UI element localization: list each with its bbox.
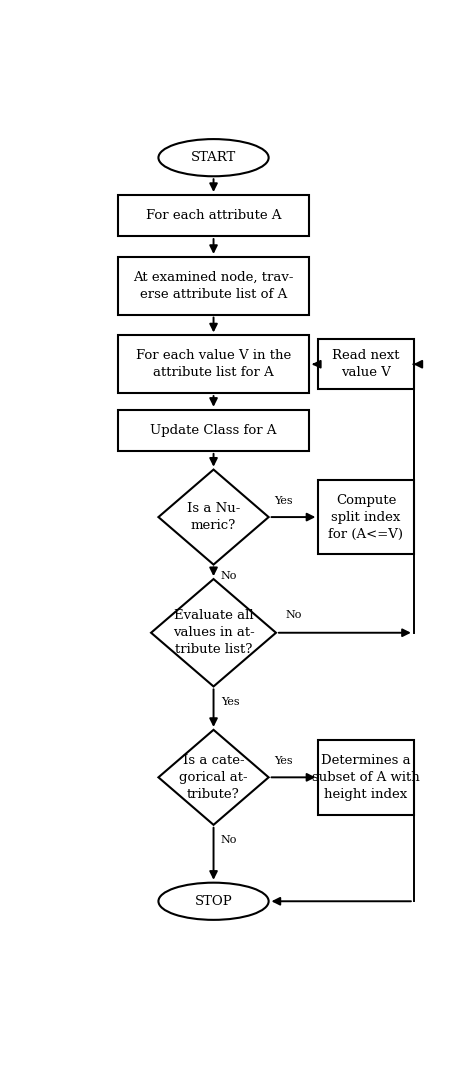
Text: Is a Nu-
meric?: Is a Nu- meric? (187, 502, 240, 532)
Text: STOP: STOP (195, 895, 232, 908)
Text: Is a cate-
gorical at-
tribute?: Is a cate- gorical at- tribute? (179, 754, 248, 800)
Text: Yes: Yes (274, 756, 293, 766)
Bar (318, 480, 414, 555)
Text: Yes: Yes (221, 696, 239, 707)
Text: No: No (221, 835, 237, 846)
Text: Update Class for A: Update Class for A (150, 424, 277, 437)
Text: For each attribute A: For each attribute A (146, 209, 281, 222)
Ellipse shape (158, 139, 269, 176)
Text: No: No (285, 609, 301, 620)
Text: Read next
value V: Read next value V (332, 349, 400, 379)
Text: Compute
split index
for (A<=V): Compute split index for (A<=V) (328, 494, 403, 541)
Text: No: No (221, 572, 237, 582)
Polygon shape (158, 730, 269, 825)
Bar (118, 195, 309, 236)
Bar (318, 339, 414, 389)
Ellipse shape (158, 883, 269, 920)
Text: Yes: Yes (274, 496, 293, 505)
Text: START: START (191, 151, 236, 164)
Text: For each value V in the
attribute list for A: For each value V in the attribute list f… (136, 349, 291, 379)
Text: At examined node, trav-
erse attribute list of A: At examined node, trav- erse attribute l… (133, 270, 294, 300)
Bar (118, 256, 309, 314)
Polygon shape (158, 470, 269, 564)
Text: Evaluate all
values in at-
tribute list?: Evaluate all values in at- tribute list? (173, 609, 255, 657)
Polygon shape (151, 579, 276, 687)
Bar (118, 335, 309, 393)
Bar (318, 740, 414, 814)
Bar (118, 410, 309, 451)
Text: Determines a
subset of A with
height index: Determines a subset of A with height ind… (312, 754, 420, 800)
